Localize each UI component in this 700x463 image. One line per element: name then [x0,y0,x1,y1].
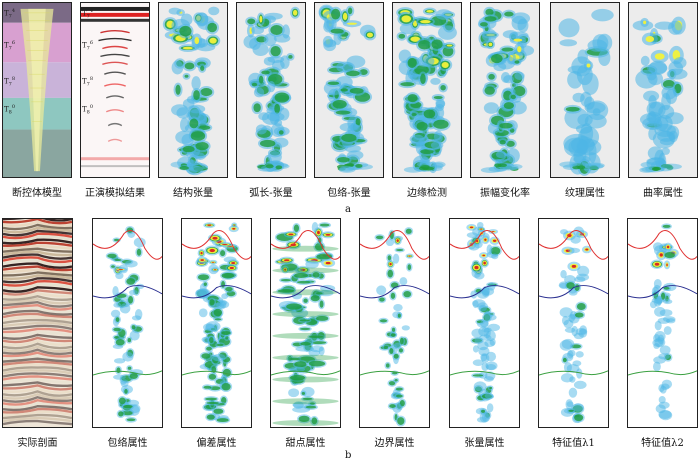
eigen2-image [628,219,697,427]
horizon-label-t74: T74 [4,8,16,20]
horizon-label-t76: T76 [4,40,16,52]
panel-label: 包络-张量 [327,188,371,199]
panel-label: 正演模拟结果 [85,188,145,199]
eigen1-image [539,219,608,427]
panel-label: 偏差属性 [196,438,237,449]
panel-real-section [2,218,73,428]
panel-label: 边界属性 [374,438,415,449]
panel-label: 结构张量 [173,188,213,199]
panel-label: 特征值λ2 [641,438,684,449]
structure-tensor-image [159,3,227,177]
horizon-label-t80-b: T80 [82,104,94,116]
panel-label: 实际剖面 [17,438,58,449]
arc-tensor-image [237,3,305,177]
panel-eigen2 [627,218,698,428]
edge-detect-image [393,3,461,177]
panel-label: 甜点属性 [285,438,326,449]
panel-boundary-attr [359,218,430,428]
panel-structure-tensor [158,2,228,178]
amp-change-image [471,3,539,177]
horizon-label-t78-b: T78 [82,76,94,88]
panel-deviation-attr [181,218,252,428]
horizon-label-t78: T78 [4,76,16,88]
horizon-label-t76-b: T76 [82,40,94,52]
fault-model-image [3,3,71,177]
panel-label: 张量属性 [464,438,505,449]
deviation-attr-image [182,219,251,427]
panel-fault-model [2,2,72,178]
panel-label: 边缘检测 [407,188,447,199]
envelope-attr-image [93,219,162,427]
envelope-tensor-image [315,3,383,177]
horizon-label-t74-b: T74 [82,8,94,20]
panel-envelope-tensor [314,2,384,178]
panel-edge-detect [392,2,462,178]
subfigure-caption-b: b [345,450,352,461]
panel-forward-sim [80,2,150,178]
panel-label: 弧长-张量 [249,188,293,199]
panel-label: 断控体模型 [12,188,62,199]
panel-arc-tensor [236,2,306,178]
panel-envelope-attr [92,218,163,428]
curvature-image [629,3,697,177]
horizon-label-t80: T80 [4,104,16,116]
panel-label: 振幅变化率 [480,188,530,199]
panel-sweet-attr [270,218,341,428]
panel-label: 纹理属性 [565,188,605,199]
texture-image [551,3,619,177]
panel-amp-change [470,2,540,178]
boundary-attr-image [360,219,429,427]
panel-eigen1 [538,218,609,428]
panel-tensor-attr [449,218,520,428]
sweet-attr-image [271,219,340,427]
panel-label: 包络属性 [107,438,148,449]
panel-label: 特征值λ1 [552,438,595,449]
subfigure-caption-a: a [345,204,351,215]
panel-texture [550,2,620,178]
panel-curvature [628,2,698,178]
forward-sim-image [81,3,149,177]
tensor-attr-image [450,219,519,427]
panel-label: 曲率属性 [643,188,683,199]
real-section-image [3,219,72,427]
